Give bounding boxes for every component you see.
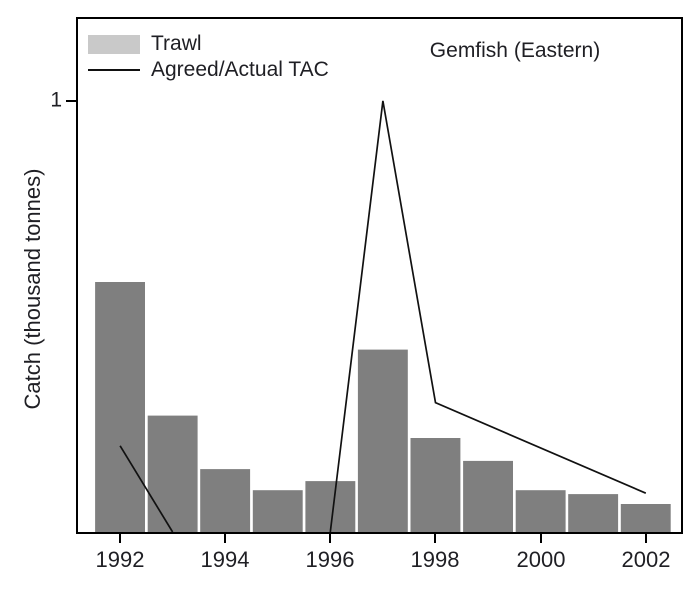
x-axis-tick-1994 [224, 534, 226, 543]
x-axis-tick-1992 [119, 534, 121, 543]
y-axis-label: Catch (thousand tonnes) [20, 168, 45, 410]
tac-line-segment-2 [329, 100, 647, 532]
x-axis-tick-label-2000: 2000 [516, 547, 566, 572]
trawl-bar-2000 [515, 490, 566, 532]
legend-label-trawl: Trawl [151, 32, 202, 55]
x-axis-tick-label-1994: 1994 [200, 547, 250, 572]
tac-line-segment-1 [119, 445, 174, 532]
trawl-bar-1992 [95, 282, 145, 532]
x-axis-tick-2002 [645, 534, 647, 543]
y-axis-tick-label-1: 1 [50, 88, 62, 112]
legend-item-tac: Agreed/Actual TAC [88, 59, 329, 81]
trawl-bar-1996 [305, 481, 356, 532]
trawl-bar-1997 [357, 349, 408, 532]
trawl-bar-1998 [410, 438, 461, 532]
x-axis-tick-1998 [434, 534, 436, 543]
legend: Trawl Agreed/Actual TAC [88, 33, 329, 81]
trawl-bar-swatch-icon [88, 34, 140, 54]
trawl-bar-1994 [200, 469, 251, 532]
x-axis-tick-2000 [540, 534, 542, 543]
trawl-bar-2001 [568, 494, 619, 532]
x-axis-tick-label-1996: 1996 [305, 547, 355, 572]
trawl-bar-1993 [147, 415, 198, 532]
tac-line-swatch-icon [88, 69, 140, 71]
trawl-bar-1999 [463, 460, 513, 532]
legend-item-trawl: Trawl [88, 33, 329, 55]
chart-canvas [95, 100, 671, 532]
trawl-bar-1995 [252, 490, 303, 532]
x-axis-tick-label-2002: 2002 [621, 547, 671, 572]
plot-area [76, 17, 683, 534]
y-axis-tick-1 [66, 100, 76, 102]
x-axis-tick-label-1992: 1992 [95, 547, 145, 572]
x-axis-tick-1996 [329, 534, 331, 543]
legend-label-tac: Agreed/Actual TAC [151, 58, 329, 81]
trawl-bar-2002 [620, 504, 671, 532]
x-axis-tick-label-1998: 1998 [410, 547, 460, 572]
chart-title: Gemfish (Eastern) [429, 39, 601, 62]
